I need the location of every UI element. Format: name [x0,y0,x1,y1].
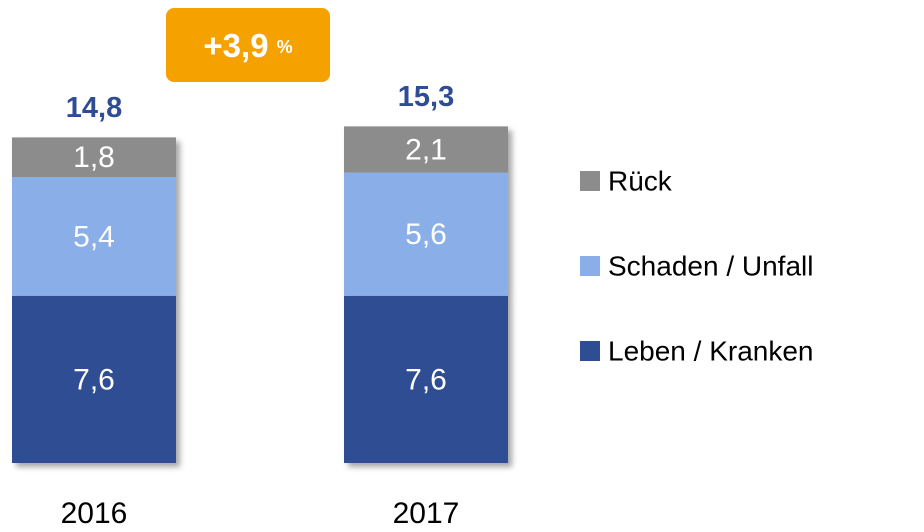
bar-segment [12,137,176,177]
segment-label: 7,6 [405,363,447,396]
legend-label: Rück [608,165,673,196]
bar-segment [12,177,176,296]
segment-label: 7,6 [73,363,115,396]
total-label: 14,8 [66,92,122,124]
change-value: +3,9 [203,27,268,64]
x-tick-label: 2016 [61,497,128,530]
change-unit: % [277,37,293,57]
legend-swatch [580,171,600,191]
segment-label: 5,6 [405,218,447,251]
stacked-bar [12,137,176,463]
bar-segment [344,172,508,296]
total-label: 15,3 [398,81,454,113]
stacked-bar [344,126,508,463]
bar-segment [12,295,176,463]
legend-label: Schaden / Unfall [608,250,813,281]
segment-label: 1,8 [73,141,115,174]
legend-swatch [580,256,600,276]
bar-segment [344,295,508,463]
segment-label: 5,4 [73,220,115,253]
x-tick-label: 2017 [393,497,460,530]
change-badge [166,8,330,82]
change-label: +3,9% [203,27,292,64]
segment-label: 2,1 [405,133,447,166]
legend-label: Leben / Kranken [608,335,814,366]
legend-swatch [580,341,600,361]
bar-segment [344,126,508,173]
